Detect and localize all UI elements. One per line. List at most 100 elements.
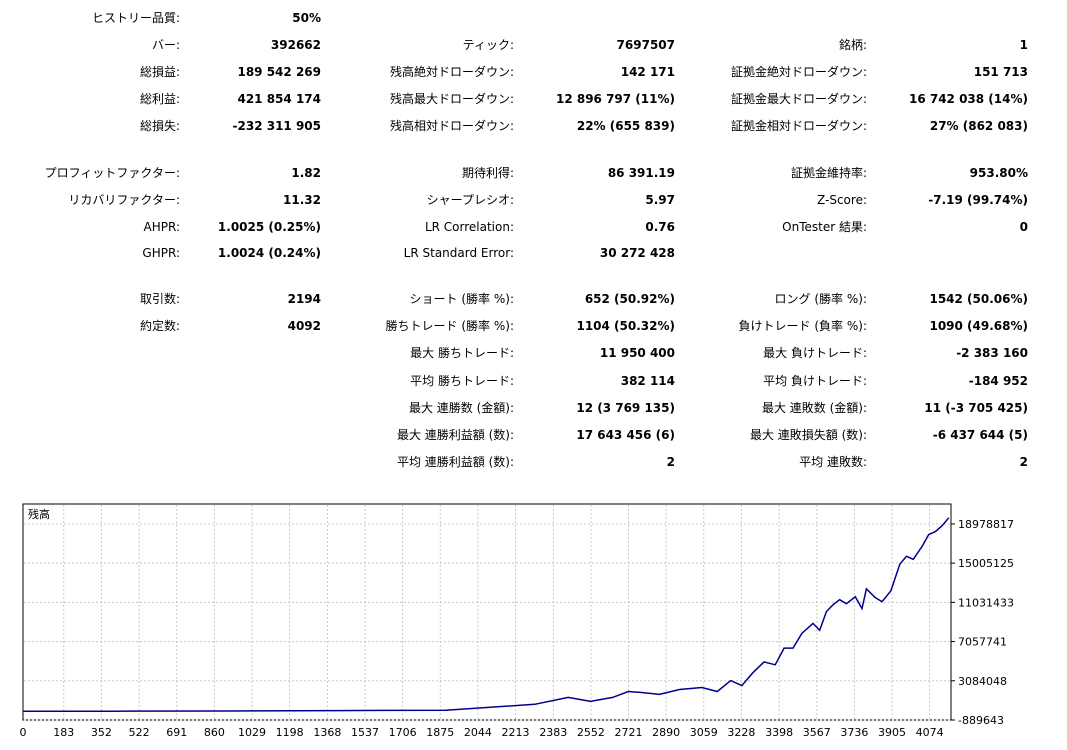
stat-value: 1090 (49.68%)	[929, 319, 1028, 333]
x-tick-label: 3567	[803, 726, 831, 739]
stat-label: 残高最大ドローダウン:	[389, 92, 514, 106]
stat-label: 銘柄:	[838, 38, 867, 52]
stat-value: 151 713	[973, 65, 1028, 79]
stat-value: -2 383 160	[956, 346, 1028, 360]
x-tick-label: 2552	[577, 726, 605, 739]
stat-label: LR Standard Error:	[403, 246, 514, 260]
stat-label: バー:	[151, 38, 180, 52]
stat-label: 期待利得:	[461, 166, 514, 180]
stat-label: 勝ちトレード (勝率 %):	[385, 319, 514, 333]
stat-label: ショート (勝率 %):	[409, 292, 514, 306]
x-tick-label: 1537	[351, 726, 379, 739]
stat-value: 2	[1019, 455, 1028, 469]
x-tick-label: 691	[166, 726, 187, 739]
stat-value: 12 (3 769 135)	[576, 401, 675, 415]
stat-value: 652 (50.92%)	[584, 292, 675, 306]
x-tick-label: 2890	[652, 726, 680, 739]
y-axis: 18978817 15005125 11031433 7057741 3084048 -8…	[951, 518, 1014, 727]
chart-title: 残高	[28, 507, 50, 521]
x-tick-label: 860	[204, 726, 225, 739]
stat-value: 1.0025 (0.25%)	[217, 220, 321, 234]
stat-label: AHPR:	[143, 220, 180, 234]
stat-label: GHPR:	[142, 246, 180, 260]
stat-value: 392662	[270, 38, 321, 52]
stat-label: シャープレシオ:	[426, 193, 514, 207]
stat-value: -232 311 905	[232, 119, 321, 133]
stat-label: 約定数:	[139, 319, 180, 333]
stat-value: 86 391.19	[607, 166, 675, 180]
x-tick-label: 1368	[313, 726, 341, 739]
x-tick-label: 1198	[276, 726, 304, 739]
stat-value: -7.19 (99.74%)	[928, 193, 1028, 207]
x-tick-label: 0	[20, 726, 27, 739]
x-tick-label: 1029	[238, 726, 266, 739]
balance-series-line	[23, 517, 950, 712]
y-tick-label: 3084048	[958, 675, 1007, 688]
x-tick-label: 1706	[389, 726, 417, 739]
x-tick-label: 3736	[840, 726, 868, 739]
stat-value: 0	[1019, 220, 1028, 234]
stat-value: 12 896 797 (11%)	[555, 92, 675, 106]
stat-value: 1.82	[291, 166, 321, 180]
stat-label: 最大 連勝利益額 (数):	[396, 428, 514, 442]
x-tick-label: 2721	[615, 726, 643, 739]
stat-label: ロング (勝率 %):	[774, 292, 867, 306]
stat-label: 最大 負けトレード:	[763, 346, 867, 360]
y-tick-label: -889643	[958, 714, 1004, 727]
stat-label: ヒストリー品質:	[91, 11, 180, 25]
stat-value: 16 742 038 (14%)	[908, 92, 1028, 106]
stat-value: -6 437 644 (5)	[932, 428, 1028, 442]
stat-label: 残高相対ドローダウン:	[389, 119, 514, 133]
stat-label: LR Correlation:	[424, 220, 514, 234]
x-tick-label: 2383	[539, 726, 567, 739]
stat-value: 421 854 174	[237, 92, 321, 106]
stat-label: プロフィットファクター:	[44, 166, 180, 180]
stat-label: Z-Score:	[817, 193, 867, 207]
x-tick-label: 3905	[878, 726, 906, 739]
stat-label: 総損失:	[139, 119, 180, 133]
x-tick-label: 3059	[690, 726, 718, 739]
x-tick-label: 522	[129, 726, 150, 739]
stat-label: 総損益:	[139, 65, 180, 79]
stat-value: 1104 (50.32%)	[576, 319, 675, 333]
x-tick-label: 352	[91, 726, 112, 739]
stat-label: 最大 連敗数 (金額):	[761, 401, 867, 415]
y-tick-label: 11031433	[958, 596, 1014, 609]
stat-label: 証拠金維持率:	[790, 166, 867, 180]
stat-label: 負けトレード (負率 %):	[738, 319, 867, 333]
x-tick-label: 183	[53, 726, 74, 739]
y-tick-label: 18978817	[958, 518, 1014, 531]
x-tick-label: 4074	[916, 726, 944, 739]
stat-value: 5.97	[645, 193, 675, 207]
stat-value: 11.32	[283, 193, 321, 207]
stat-value: 1542 (50.06%)	[929, 292, 1028, 306]
stat-value: 953.80%	[969, 166, 1028, 180]
stat-value: 2194	[287, 292, 321, 306]
x-tick-label: 3228	[727, 726, 755, 739]
stat-label: 証拠金最大ドローダウン:	[730, 92, 867, 106]
stat-label: ティック:	[462, 38, 514, 52]
y-tick-label: 7057741	[958, 636, 1007, 649]
stat-value: 2	[666, 455, 675, 469]
stat-label: 取引数:	[139, 292, 180, 306]
stat-value: 27% (862 083)	[929, 119, 1028, 133]
stat-value: 1	[1019, 38, 1028, 52]
x-tick-label: 2213	[501, 726, 529, 739]
stat-label: 平均 連勝利益額 (数):	[396, 455, 514, 469]
stat-value: 50%	[292, 11, 321, 25]
x-tick-label: 3398	[765, 726, 793, 739]
stat-label: 証拠金絶対ドローダウン:	[730, 65, 867, 79]
stat-value: 30 272 428	[599, 246, 675, 260]
stat-value: 11 (-3 705 425)	[924, 401, 1028, 415]
x-axis: 0 183 352 522 691 860 1029 1198 1368 1537 1706 1875…	[20, 726, 944, 739]
x-tick-label: 1875	[426, 726, 454, 739]
y-tick-label: 15005125	[958, 557, 1014, 570]
x-tick-label: 2044	[464, 726, 492, 739]
stat-value: 7697507	[616, 38, 675, 52]
stat-value: -184 952	[968, 374, 1028, 388]
stat-value: 17 643 456 (6)	[576, 428, 675, 442]
stat-label: 最大 連敗損失額 (数):	[749, 428, 867, 442]
stat-value: 0.76	[645, 220, 675, 234]
stat-value: 22% (655 839)	[576, 119, 675, 133]
